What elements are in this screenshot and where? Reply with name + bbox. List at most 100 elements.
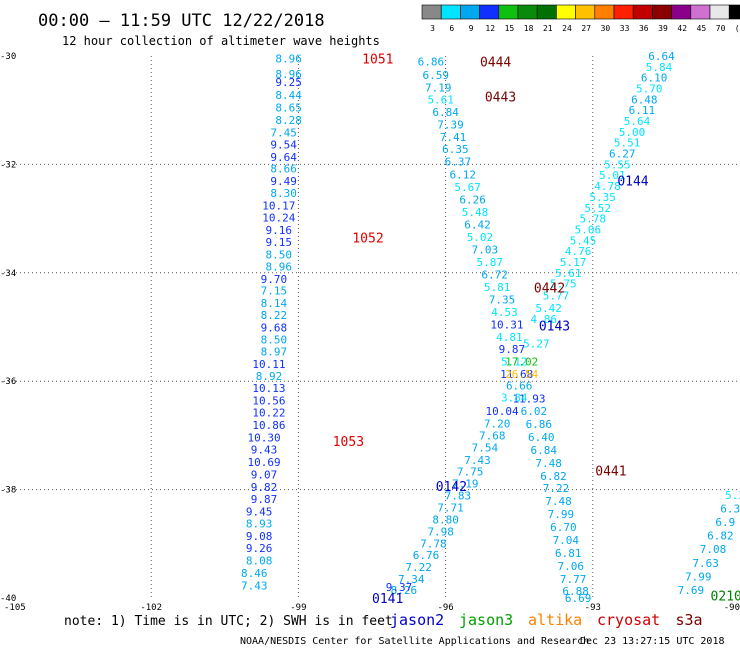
wave-height-label: 7.34 <box>398 573 425 586</box>
wave-height-label: 7.15 <box>261 285 288 298</box>
wave-height-label: 10.69 <box>247 456 280 469</box>
satellite-legend-entry: altika <box>528 611 582 629</box>
wave-height-label: 5.35 <box>589 191 616 204</box>
wave-height-points: 8.968.969.258.448.658.287.459.549.648.66… <box>241 50 740 605</box>
wave-height-label: 7.19 <box>425 81 452 94</box>
gridlines <box>4 56 740 598</box>
wave-height-label: 8.96 <box>275 53 302 66</box>
wave-height-label: 10.13 <box>252 382 285 395</box>
wave-height-label: 5.55 <box>604 158 631 171</box>
wave-height-label: 11.68 <box>500 368 533 381</box>
colorbar-label: 15 <box>505 24 515 33</box>
wave-height-label: 5.52 <box>584 202 611 215</box>
wave-height-label: 8.30 <box>270 187 297 200</box>
wave-height-label: 8.80 <box>432 513 459 526</box>
colorbar-swatch <box>498 4 519 20</box>
footer-note: note: 1) Time is in UTC; 2) SWH is in fe… <box>64 614 393 629</box>
wave-height-label: 8.96 <box>275 68 302 81</box>
wave-height-label: 6.48 <box>631 93 658 106</box>
wave-height-label: 8.50 <box>261 333 288 346</box>
x-tick-label: -90 <box>724 603 740 613</box>
colorbar-label: 18 <box>524 24 534 33</box>
x-tick-label: -105 <box>4 603 26 613</box>
colorbar-swatch <box>632 4 653 20</box>
wave-height-label: 7.06 <box>557 560 584 573</box>
wave-height-label: 5.00 <box>619 126 646 139</box>
wave-height-label: 9.54 <box>270 138 297 151</box>
wave-height-label: 5.77 <box>543 290 570 303</box>
colorbar-label: 9 <box>469 24 474 33</box>
wave-height-label: 6.59 <box>423 69 450 82</box>
wave-height-label: 7.71 <box>437 501 464 514</box>
pass-label: 0143 <box>539 319 570 334</box>
wave-height-label: 9.49 <box>270 175 297 188</box>
wave-height-label: 5.78 <box>580 213 607 226</box>
wave-height-label: 7.99 <box>548 508 575 521</box>
wave-height-label: 9.16 <box>266 224 293 237</box>
wave-height-label: 10.17 <box>262 200 295 213</box>
footer-credit: NOAA/NESDIS Center for Satellite Applica… <box>240 636 589 647</box>
satellite-legend-entry: cryosat <box>597 611 660 629</box>
wave-height-label: 7.63 <box>692 557 719 570</box>
wave-height-label: 5.01 <box>599 169 626 182</box>
pass-label: 0144 <box>617 175 648 190</box>
wave-height-label: 7.19 <box>452 478 479 491</box>
footer-timestamp: Dec 23 13:27:15 UTC 2018 <box>580 636 725 647</box>
wave-height-label: 7.78 <box>420 537 447 550</box>
colorbar-swatch <box>517 4 538 20</box>
wave-height-label: 5.61 <box>427 93 454 106</box>
colorbar-label: 30 <box>601 24 611 33</box>
wave-height-label: 7.43 <box>241 580 268 593</box>
wave-height-label: 7.20 <box>484 417 511 430</box>
wave-height-label: 3.84 <box>501 391 528 404</box>
wave-height-label: 6.70 <box>550 521 577 534</box>
wave-height-label: 5.61 <box>555 267 582 280</box>
wave-height-label: 6.3 <box>720 503 740 516</box>
colorbar-swatch <box>690 4 711 20</box>
wave-height-label: 6.82 <box>540 470 567 483</box>
colorbar-label: 36 <box>639 24 649 33</box>
wave-height-label: 7.98 <box>427 525 454 538</box>
wave-height-label: 5.45 <box>570 234 597 247</box>
wave-height-label: 9.64 <box>270 151 297 164</box>
wave-height-label: 8.65 <box>275 101 302 114</box>
colorbar-swatch <box>440 4 461 20</box>
wave-height-label: 7.45 <box>270 126 297 139</box>
wave-height-label: 6.26 <box>459 194 486 207</box>
y-tick-label: -34 <box>0 269 16 279</box>
wave-height-label: 10.30 <box>247 432 280 445</box>
wave-height-label: 7.68 <box>479 429 506 442</box>
wave-height-label: 6.88 <box>562 585 589 598</box>
colorbar-swatch <box>671 4 692 20</box>
wave-height-label: 6.35 <box>442 143 469 156</box>
wave-height-label: 9.87 <box>251 493 278 506</box>
colorbar-swatch <box>728 4 740 20</box>
wave-height-label: 7.43 <box>464 454 491 467</box>
colorbar-swatch <box>652 4 672 20</box>
wave-height-label: 6.37 <box>445 156 472 169</box>
colorbar-swatch <box>536 4 557 20</box>
wave-height-label: 5.3 <box>725 489 740 502</box>
wave-height-label: 6.42 <box>464 219 491 232</box>
wave-height-label: 7.48 <box>545 495 572 508</box>
pass-label: 0441 <box>595 465 626 480</box>
wave-height-label: 9.68 <box>261 322 288 335</box>
colorbar-label: 70 <box>716 24 726 33</box>
wave-height-label: 4.81 <box>496 331 523 344</box>
wave-height-label: 6.81 <box>555 547 582 560</box>
pass-label: 1052 <box>352 232 383 247</box>
wave-height-label: 9.15 <box>266 236 293 249</box>
wave-height-label: 9.45 <box>246 505 273 518</box>
wave-height-label: 7.41 <box>440 131 467 144</box>
wave-height-label: 9.87 <box>499 343 526 356</box>
y-tick-label: -32 <box>0 160 16 170</box>
wave-height-label: 11.93 <box>512 393 545 406</box>
wave-height-label: 8.08 <box>246 555 273 568</box>
wave-height-label: 5.87 <box>477 256 504 269</box>
wave-height-label: 9.26 <box>246 542 273 555</box>
colorbar-label: 24 <box>562 24 572 33</box>
wave-height-label: 5.75 <box>550 278 577 291</box>
wave-height-label: 9.70 <box>261 273 288 286</box>
wave-height-label: 7.75 <box>457 466 484 479</box>
